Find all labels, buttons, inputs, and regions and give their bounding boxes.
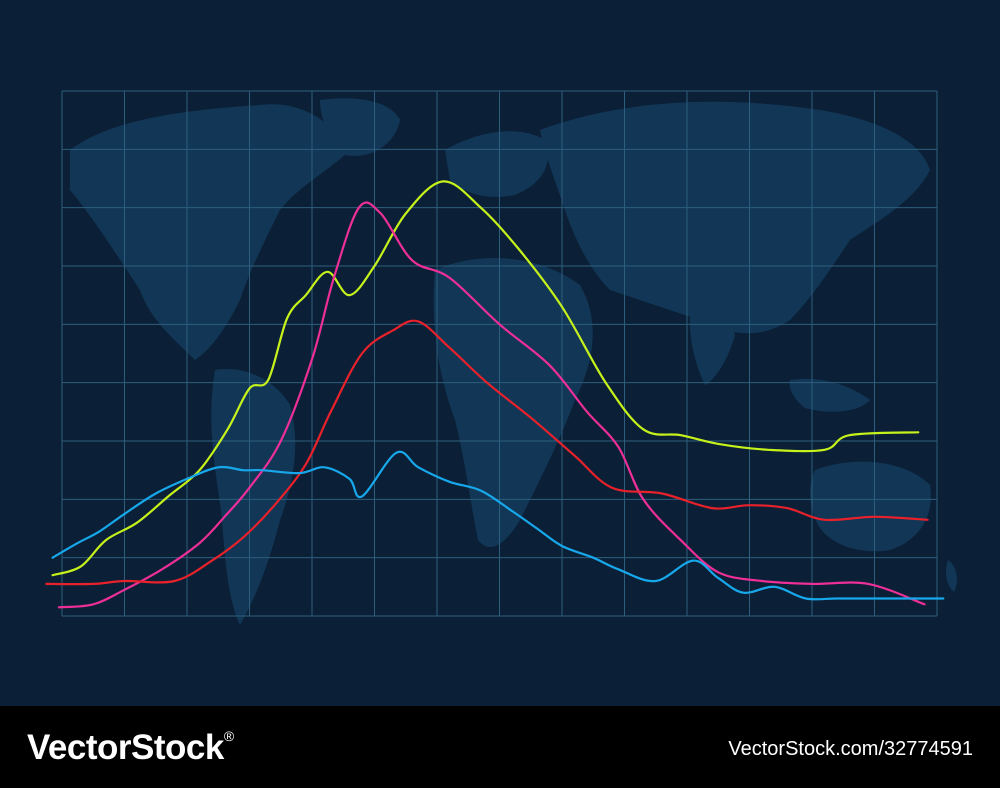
series-layer [45,180,945,609]
image-id-text: VectorStock.com/32774591 [728,738,973,760]
footer-bar: VectorStock® VectorStock.com/32774591 [0,706,1000,788]
world-map-background [70,98,957,625]
brand-logo: VectorStock® [27,728,234,768]
chart-grid [61,90,938,617]
line-chart [45,90,957,625]
series-line-green [51,180,920,577]
brand-name: VectorStock [27,728,224,767]
series-line-red [45,319,929,586]
series-line-blue [51,450,945,601]
brand-registered-mark: ® [223,728,234,744]
series-line-pink [57,201,926,609]
chart-area [45,90,957,625]
